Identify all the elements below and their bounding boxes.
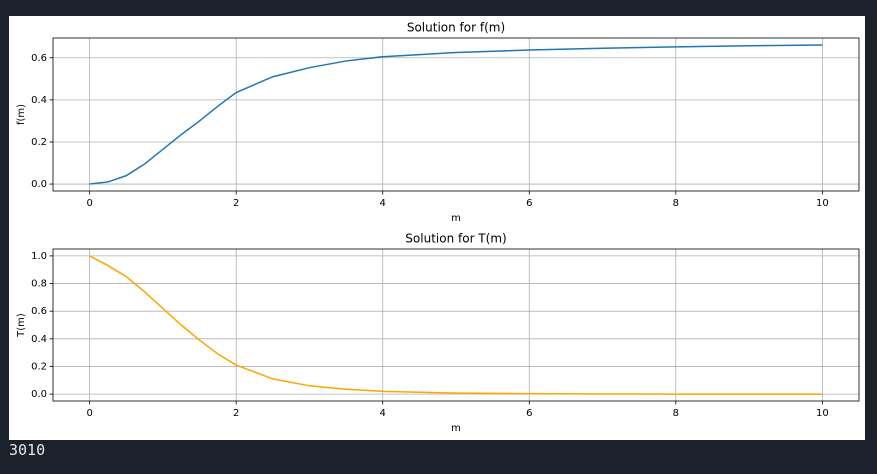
y-axis-label: T(m) <box>16 313 27 338</box>
y-tick-label: 0.8 <box>31 279 47 290</box>
y-tick-label: 0.0 <box>31 389 47 400</box>
chart-title: Solution for f(m) <box>407 21 505 35</box>
x-tick-label: 2 <box>233 198 239 209</box>
console-output: 3010 <box>9 441 46 459</box>
x-tick-label: 8 <box>673 408 679 419</box>
figure-background <box>9 16 865 440</box>
line-series <box>89 44 823 185</box>
plot-frame <box>52 248 860 402</box>
x-tick-label: 0 <box>86 408 92 419</box>
plot-frame <box>52 37 860 192</box>
y-tick-label: 0.6 <box>31 53 47 64</box>
line-series <box>89 255 823 395</box>
x-tick-label: 10 <box>816 408 829 419</box>
x-tick-label: 8 <box>673 198 679 209</box>
y-tick-label: 1.0 <box>31 251 47 262</box>
chart-title: Solution for T(m) <box>405 232 506 246</box>
y-tick-label: 0.4 <box>31 95 47 106</box>
x-tick-label: 6 <box>526 408 532 419</box>
x-tick-label: 2 <box>233 408 239 419</box>
y-tick-label: 0.2 <box>31 137 47 148</box>
figure: Solution for f(m) m f(m) 0 2 4 6 8 10 0.0 0.2 0.4 0.… <box>9 16 865 440</box>
x-axis-label: m <box>451 213 461 224</box>
x-tick-label: 10 <box>816 198 829 209</box>
x-tick-label: 4 <box>380 408 386 419</box>
y-tick-label: 0.6 <box>31 306 47 317</box>
y-tick-label: 0.0 <box>31 179 47 190</box>
x-tick-label: 0 <box>86 198 92 209</box>
y-axis-label: f(m) <box>16 104 27 125</box>
x-tick-label: 4 <box>380 198 386 209</box>
y-tick-label: 0.2 <box>31 361 47 372</box>
x-tick-label: 6 <box>526 198 532 209</box>
x-axis-label: m <box>451 423 461 434</box>
y-tick-label: 0.4 <box>31 334 47 345</box>
